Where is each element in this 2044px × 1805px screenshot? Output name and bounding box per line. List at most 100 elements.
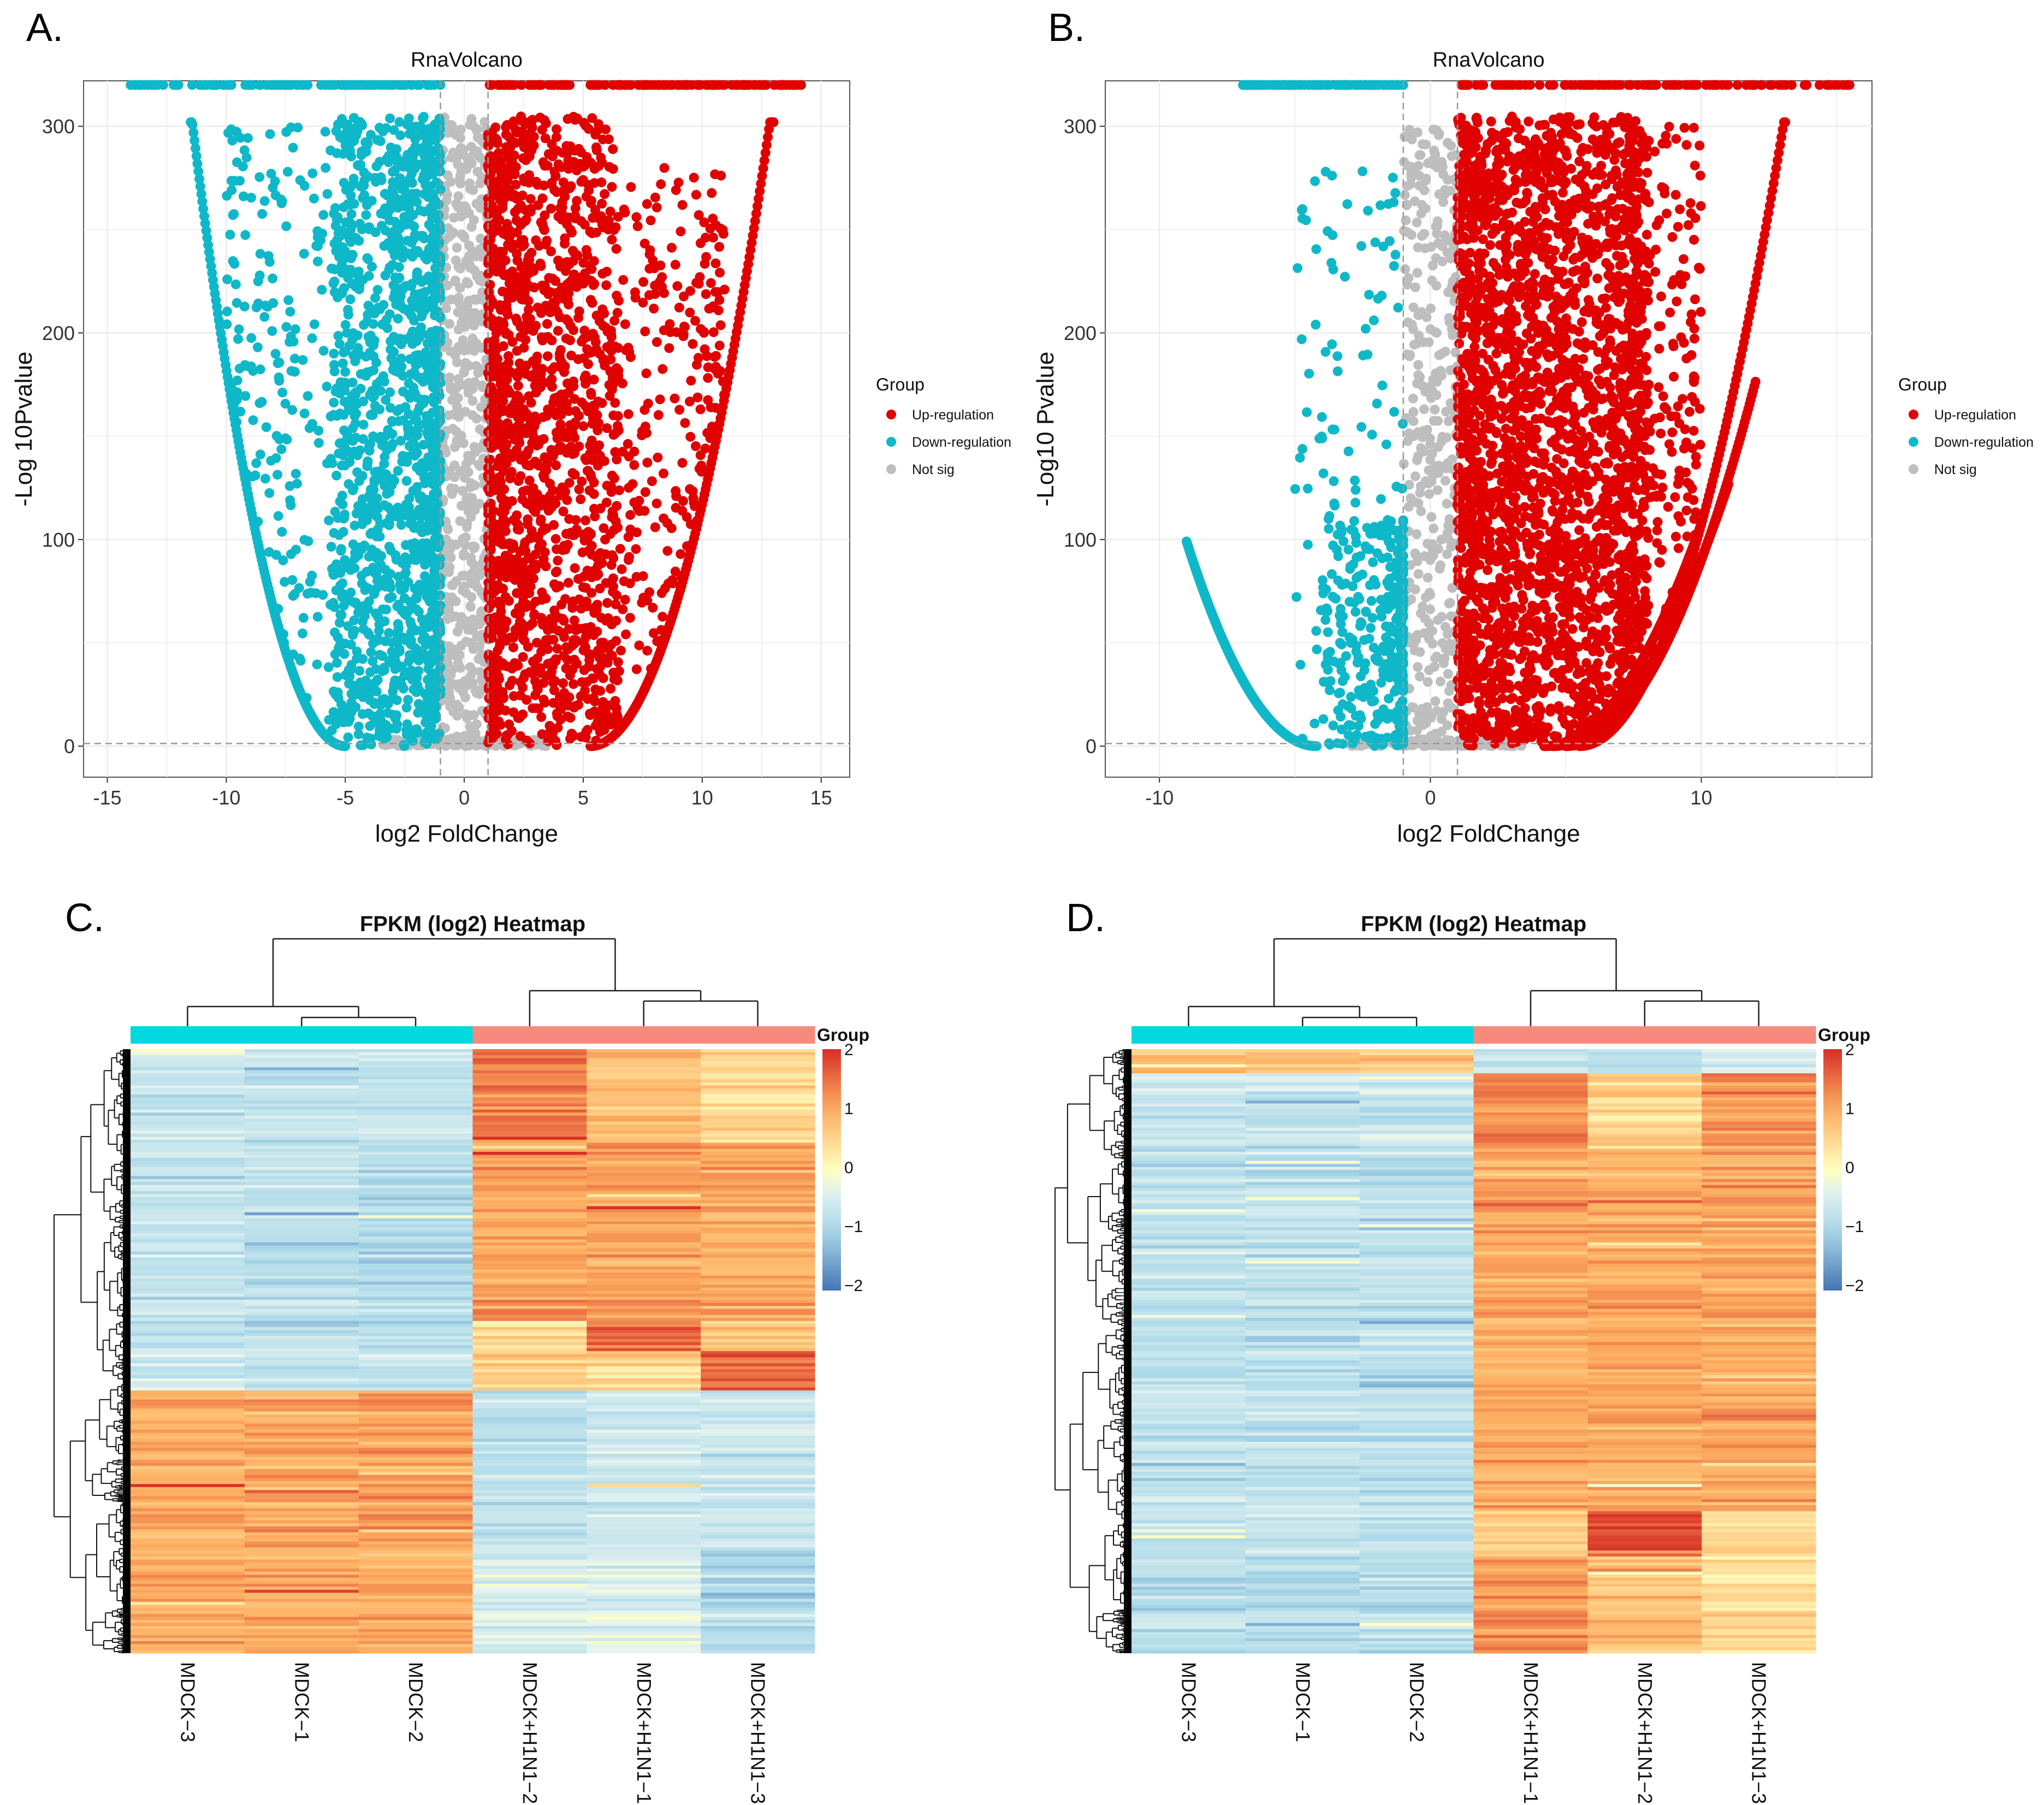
data-point xyxy=(694,80,704,90)
data-point xyxy=(593,717,603,726)
data-point xyxy=(410,583,420,594)
data-point xyxy=(1408,302,1419,312)
data-point xyxy=(433,143,443,153)
data-point xyxy=(1400,264,1411,274)
data-point xyxy=(472,735,483,745)
data-point xyxy=(484,487,495,497)
data-point xyxy=(251,458,262,469)
data-point xyxy=(362,200,372,210)
data-point xyxy=(650,522,660,532)
data-point xyxy=(609,525,619,535)
data-point xyxy=(625,510,636,520)
data-point xyxy=(595,504,606,513)
data-point xyxy=(516,454,526,465)
data-point xyxy=(525,460,535,471)
data-point xyxy=(345,294,356,304)
data-point xyxy=(656,588,667,598)
data-point xyxy=(349,520,360,531)
data-point xyxy=(537,587,547,597)
data-point xyxy=(670,393,680,404)
data-point xyxy=(271,431,282,441)
data-point xyxy=(701,289,711,299)
data-point xyxy=(266,169,276,179)
data-point xyxy=(412,448,422,458)
data-point xyxy=(309,193,319,204)
data-point xyxy=(453,374,464,384)
data-point xyxy=(429,566,440,576)
data-point xyxy=(665,327,676,338)
data-point xyxy=(418,511,429,521)
data-point xyxy=(324,515,334,525)
data-point xyxy=(418,113,428,123)
data-point xyxy=(561,261,571,271)
data-point xyxy=(372,512,382,522)
data-point xyxy=(336,544,346,554)
data-point xyxy=(313,425,324,436)
data-point xyxy=(590,205,600,215)
data-point xyxy=(584,655,595,665)
data-point xyxy=(574,441,584,452)
data-point xyxy=(384,309,395,319)
data-point xyxy=(404,493,414,504)
data-point xyxy=(635,506,644,516)
data-point xyxy=(677,200,688,210)
data-point xyxy=(579,535,590,546)
data-point xyxy=(430,395,441,406)
data-point xyxy=(560,233,570,244)
data-point xyxy=(534,703,544,714)
data-point xyxy=(449,212,459,223)
data-point xyxy=(381,605,392,615)
data-point xyxy=(607,718,617,729)
data-point xyxy=(696,460,707,471)
data-point xyxy=(484,649,494,660)
data-point xyxy=(379,662,389,673)
data-point xyxy=(342,328,352,338)
data-point xyxy=(540,547,550,558)
data-point xyxy=(515,690,525,701)
data-point xyxy=(420,632,430,642)
data-point xyxy=(484,553,494,564)
data-point xyxy=(312,612,323,622)
data-point xyxy=(372,285,383,295)
data-point xyxy=(1413,662,1423,672)
data-point xyxy=(384,593,394,603)
data-point xyxy=(406,250,417,260)
data-point xyxy=(476,567,487,577)
x-axis-label: log2 FoldChange xyxy=(375,820,558,847)
data-point xyxy=(526,372,536,382)
x-tick-label: -5 xyxy=(336,786,354,809)
data-point xyxy=(543,332,553,342)
data-point xyxy=(650,192,660,203)
data-point xyxy=(512,559,523,570)
data-point xyxy=(507,452,517,463)
data-point xyxy=(597,269,608,279)
data-point xyxy=(466,553,476,563)
data-point xyxy=(347,628,358,638)
legend-item-label: Up-regulation xyxy=(912,407,994,423)
data-point xyxy=(612,590,622,600)
data-point xyxy=(501,616,512,626)
data-point xyxy=(195,80,206,90)
data-point xyxy=(598,222,608,233)
data-point xyxy=(419,170,429,180)
data-point xyxy=(341,128,351,138)
data-point xyxy=(1431,125,1442,135)
data-point xyxy=(343,305,353,315)
data-point xyxy=(560,192,570,202)
data-point xyxy=(592,626,602,637)
data-point xyxy=(281,322,292,332)
data-point xyxy=(434,210,444,221)
data-point xyxy=(461,164,472,174)
data-point xyxy=(698,327,709,337)
data-point xyxy=(538,434,549,444)
data-point xyxy=(407,674,417,685)
data-point xyxy=(550,407,560,417)
data-point xyxy=(419,580,429,590)
data-point xyxy=(398,176,408,187)
data-point xyxy=(524,475,535,486)
data-point xyxy=(474,366,484,377)
data-point xyxy=(666,523,677,534)
data-point xyxy=(586,264,597,274)
data-point xyxy=(502,730,513,740)
data-point xyxy=(359,190,370,200)
